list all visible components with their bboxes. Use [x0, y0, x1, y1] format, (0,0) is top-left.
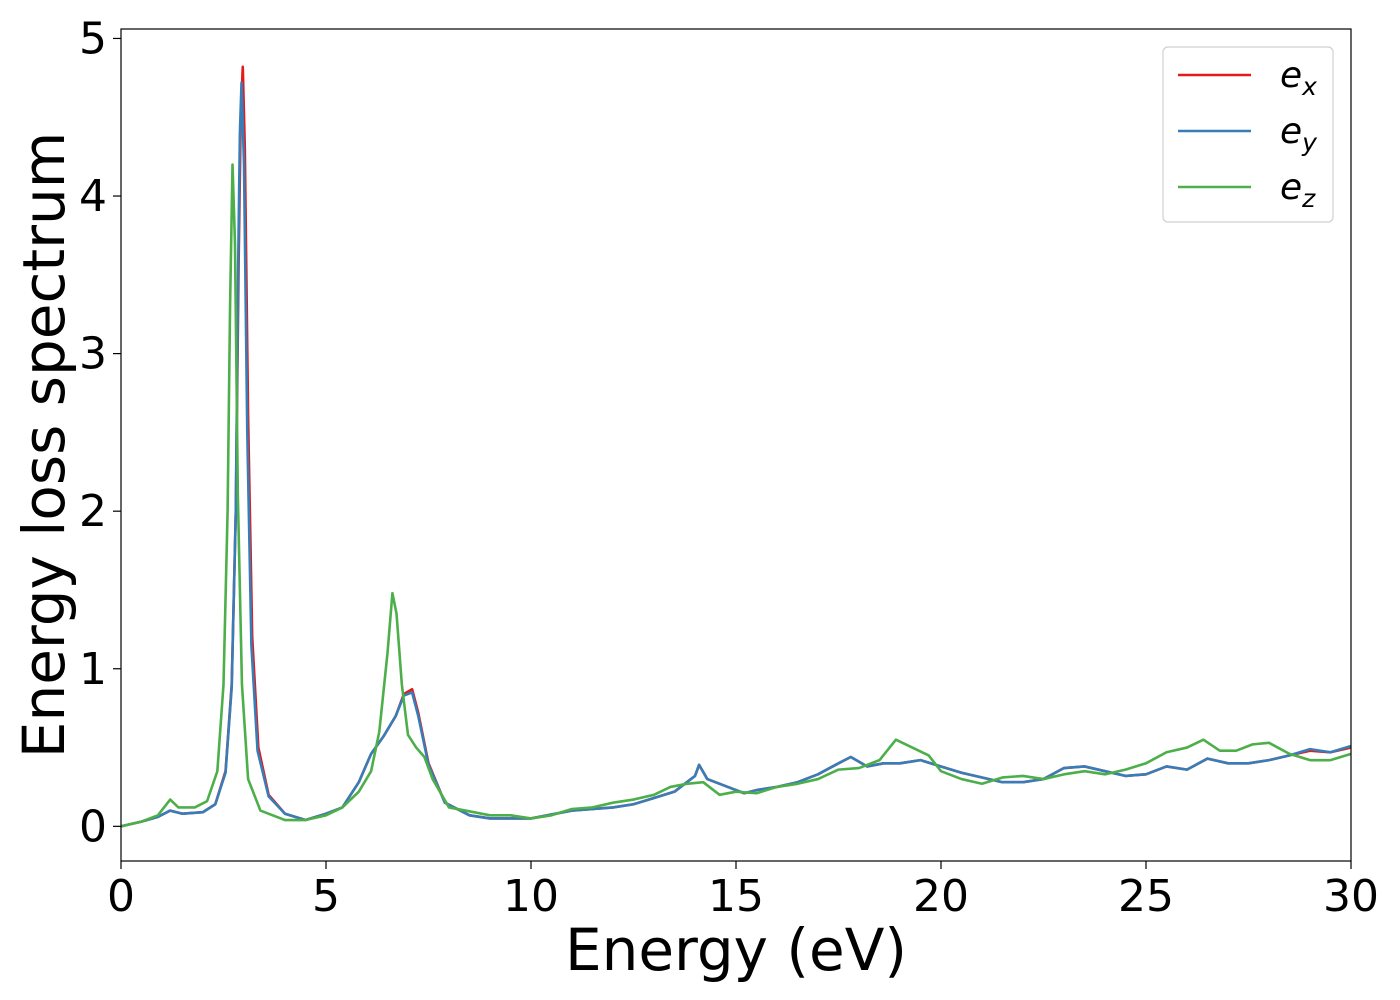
legend-label-base: e	[1280, 111, 1302, 152]
legend-label-y: ey	[1280, 111, 1318, 157]
y-tick-label: 4	[79, 171, 107, 222]
series-line-y	[121, 81, 1351, 828]
legend-box	[1162, 46, 1334, 223]
x-tick-label: 0	[107, 871, 135, 922]
legend-label-subscript: z	[1301, 184, 1316, 213]
x-tick-label: 5	[312, 871, 340, 922]
legend-label-z: ez	[1280, 167, 1316, 213]
legend-label-subscript: x	[1301, 72, 1317, 101]
y-tick-label: 0	[79, 801, 107, 852]
y-tick-label: 5	[79, 13, 107, 64]
x-tick-label: 30	[1323, 871, 1379, 922]
x-tick-label: 10	[503, 871, 559, 922]
y-tick-label: 2	[79, 486, 107, 537]
x-axis-label: Energy (eV)	[565, 916, 907, 984]
legend-label-base: e	[1280, 55, 1302, 96]
ticks-layer: 0 5 10 15 20 25 30 0 1 2 3 4 5	[79, 13, 1379, 922]
x-tick-label: 25	[1118, 871, 1174, 922]
x-tick-label: 20	[913, 871, 969, 922]
series-line-z	[121, 163, 1351, 828]
y-tick-label: 1	[79, 644, 107, 695]
legend-label-subscript: y	[1301, 128, 1318, 157]
legend-label-x: ex	[1280, 55, 1317, 101]
series-layer	[121, 65, 1351, 828]
y-axis-label: Energy loss spectrum	[10, 132, 78, 758]
x-tick-label: 15	[708, 871, 764, 922]
y-tick-label: 3	[79, 329, 107, 380]
legend-label-base: e	[1280, 167, 1302, 208]
